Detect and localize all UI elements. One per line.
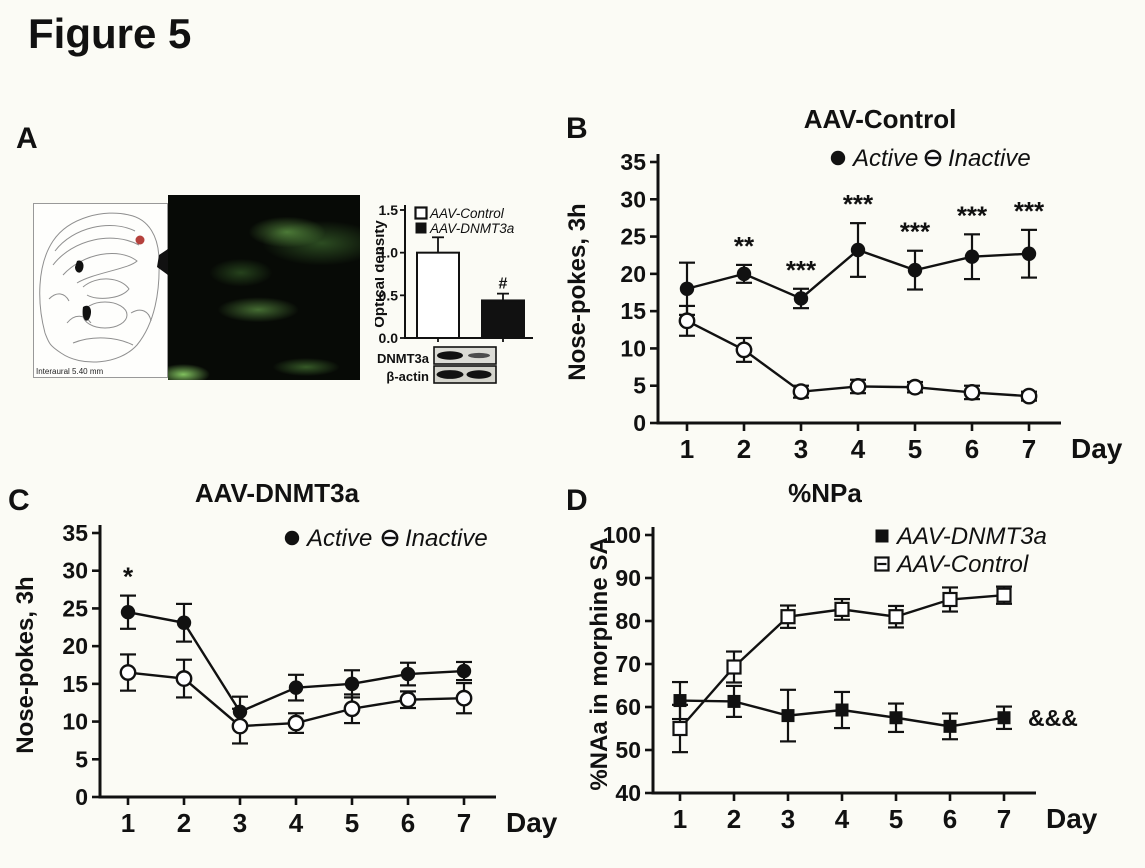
svg-text:%NAa in morphine SA: %NAa in morphine SA [586, 537, 613, 790]
svg-text:7: 7 [457, 808, 471, 838]
svg-text:15: 15 [620, 298, 646, 324]
svg-text:50: 50 [615, 737, 641, 763]
svg-text:AAV-DNMT3a: AAV-DNMT3a [195, 478, 360, 508]
svg-text:4: 4 [851, 434, 866, 464]
svg-text:5: 5 [75, 746, 88, 772]
blot-band-actin-dnmt3a [466, 370, 492, 379]
western-blot-image [433, 346, 497, 384]
injection-site-marker [135, 235, 145, 245]
svg-text:3: 3 [781, 804, 795, 834]
svg-text:90: 90 [615, 565, 641, 591]
brain-atlas-image: Interaural 5.40 mm [33, 203, 168, 378]
svg-text:2: 2 [737, 434, 751, 464]
svg-text:5: 5 [908, 434, 922, 464]
svg-text:Nose-pokes, 3h: Nose-pokes, 3h [565, 203, 591, 380]
svg-text:2: 2 [727, 804, 741, 834]
svg-text:1: 1 [680, 434, 694, 464]
svg-text:25: 25 [620, 224, 646, 250]
svg-text:4: 4 [835, 804, 850, 834]
svg-text:100: 100 [603, 522, 641, 548]
svg-text:20: 20 [62, 633, 88, 659]
svg-text:80: 80 [615, 608, 641, 634]
svg-text:Day: Day [506, 807, 558, 838]
svg-text:Active: Active [851, 145, 918, 172]
svg-text:5: 5 [345, 808, 359, 838]
svg-text:0: 0 [75, 784, 88, 810]
svg-text:***: *** [957, 200, 988, 230]
svg-text:AAV-Control: AAV-Control [804, 104, 957, 134]
svg-text:60: 60 [615, 694, 641, 720]
fluorescence-micrograph-image [168, 195, 360, 380]
blot-band-dnmt3a-control [437, 351, 463, 360]
svg-text:30: 30 [62, 558, 88, 584]
svg-text:0: 0 [633, 410, 646, 436]
svg-text:1.0: 1.0 [379, 245, 399, 261]
svg-text:6: 6 [965, 434, 979, 464]
svg-text:25: 25 [62, 595, 88, 621]
aav-dnmt3a-nose-pokes-chart: 0 5 10 15 20 25 30 35 1 2 3 4 5 6 7 Day AAV-DNMT3a Nose-p… [12, 478, 558, 838]
blot-band-dnmt3a-dnmt3a [468, 352, 490, 359]
svg-text:Nose-pokes, 3h: Nose-pokes, 3h [12, 576, 39, 753]
svg-text:***: *** [786, 255, 817, 285]
svg-text:AAV-Control: AAV-Control [895, 551, 1029, 578]
svg-text:10: 10 [620, 335, 646, 361]
svg-text:**: ** [734, 231, 755, 261]
svg-text:#: # [499, 276, 508, 293]
svg-text:0.5: 0.5 [379, 287, 399, 303]
svg-text:Inactive: Inactive [405, 525, 488, 552]
svg-text:4: 4 [289, 808, 304, 838]
svg-text:0.0: 0.0 [379, 330, 399, 346]
svg-text:35: 35 [620, 149, 646, 175]
svg-text:70: 70 [615, 651, 641, 677]
svg-text:Active: Active [305, 525, 372, 552]
svg-text:2: 2 [177, 808, 191, 838]
atlas-caption: Interaural 5.40 mm [36, 367, 103, 376]
svg-text:6: 6 [943, 804, 957, 834]
svg-text:7: 7 [1022, 434, 1036, 464]
svg-text:6: 6 [401, 808, 415, 838]
svg-text:7: 7 [997, 804, 1011, 834]
blot-band-actin-control [436, 370, 464, 379]
blot-row-label-beta-actin: β-actin [386, 369, 429, 384]
panel-a-label: A [16, 122, 38, 155]
svg-text:*: * [123, 562, 134, 592]
svg-text:***: *** [1014, 196, 1045, 226]
svg-text:AAV-DNMT3a: AAV-DNMT3a [429, 221, 515, 236]
svg-text:***: *** [900, 217, 931, 247]
svg-text:5: 5 [633, 373, 646, 399]
svg-text:3: 3 [794, 434, 808, 464]
panel-b-label: B [566, 112, 588, 145]
svg-text:10: 10 [62, 709, 88, 735]
svg-text:1.5: 1.5 [379, 202, 399, 218]
svg-text:%NPa: %NPa [788, 478, 862, 508]
svg-text:40: 40 [615, 780, 641, 806]
svg-text:Optical density: Optical density [375, 220, 388, 328]
svg-text:20: 20 [620, 261, 646, 287]
svg-text:AAV-DNMT3a: AAV-DNMT3a [895, 523, 1047, 550]
blot-row-label-dnmt3a: DNMT3a [376, 351, 429, 366]
svg-text:***: *** [843, 189, 874, 219]
svg-text:15: 15 [62, 671, 88, 697]
svg-text:&&&: &&& [1028, 705, 1078, 731]
svg-text:Day: Day [1046, 803, 1098, 834]
npa-percentage-chart: 40 50 60 70 80 90 100 1 2 3 4 5 6 7 Day %NPa %NAa in mor… [586, 478, 1098, 834]
svg-text:5: 5 [889, 804, 903, 834]
svg-text:1: 1 [673, 804, 687, 834]
svg-text:30: 30 [620, 186, 646, 212]
svg-text:AAV-Control: AAV-Control [429, 206, 505, 221]
figure-title: Figure 5 [28, 10, 192, 57]
aav-control-nose-pokes-chart: 0 5 10 15 20 25 30 35 1 2 3 4 5 6 7 Day AAV-Control Nose-… [565, 104, 1123, 464]
svg-text:Day: Day [1071, 433, 1123, 464]
panel-c-label: C [8, 484, 30, 517]
svg-text:1: 1 [121, 808, 135, 838]
panel-d-label: D [566, 484, 588, 517]
svg-text:Inactive: Inactive [948, 145, 1031, 172]
svg-text:35: 35 [62, 520, 88, 546]
svg-text:3: 3 [233, 808, 247, 838]
